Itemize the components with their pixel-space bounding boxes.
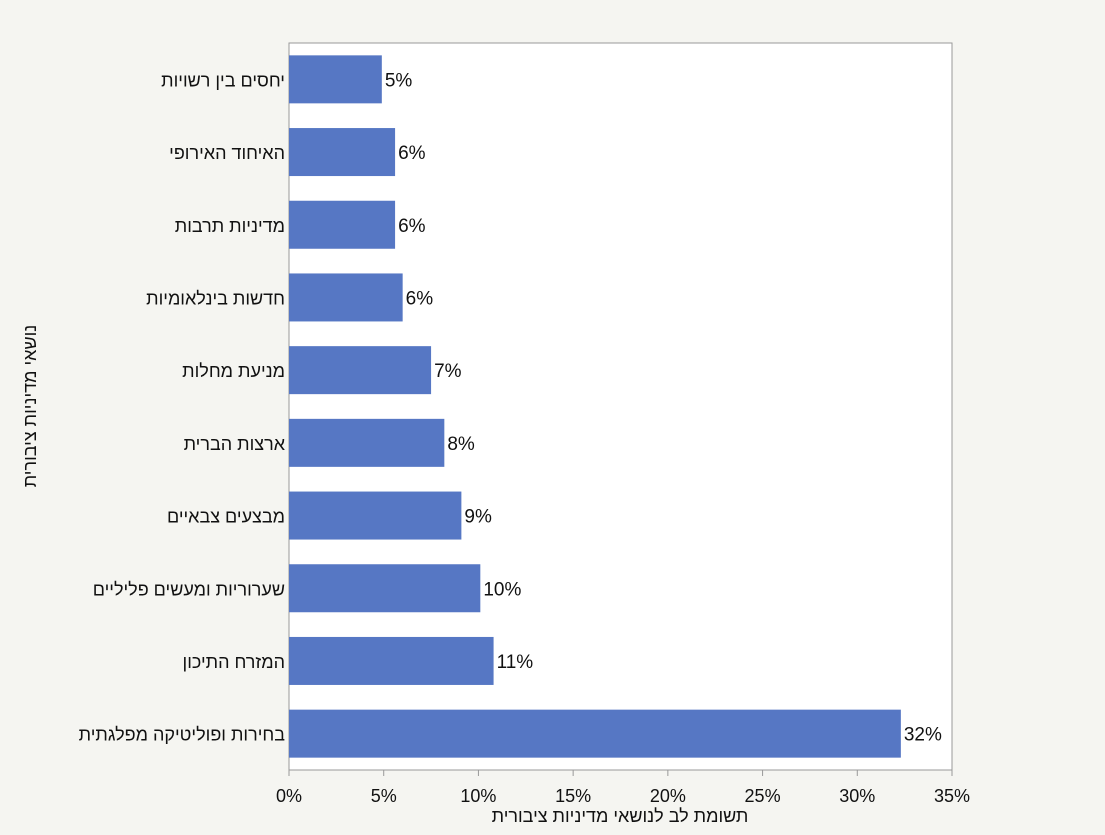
x-tick-label: 0% xyxy=(276,786,302,806)
x-tick-label: 35% xyxy=(934,786,970,806)
category-label: האיחוד האירופי xyxy=(169,143,285,163)
category-label: מבצעים צבאיים xyxy=(167,507,285,527)
data-label: 6% xyxy=(398,143,426,164)
data-label: 8% xyxy=(447,434,475,455)
category-label: שערוריות ומעשים פליליים xyxy=(93,579,285,599)
category-label: חדשות בינלאומיות xyxy=(146,288,285,308)
bar xyxy=(289,418,445,467)
bars-layer: 5% 6% 6% 6% 7% 8% 9% 10% 11% 32% xyxy=(289,55,942,758)
data-label: 32% xyxy=(904,725,942,746)
category-label: מדיניות תרבות xyxy=(175,216,285,236)
bar xyxy=(289,128,396,177)
data-label: 5% xyxy=(385,70,413,91)
data-label: 6% xyxy=(406,288,434,309)
x-tick-label: 10% xyxy=(460,786,496,806)
bar xyxy=(289,491,462,540)
category-label: בחירות ופוליטיקה מפלגתית xyxy=(79,725,286,745)
x-axis: 0% 5% 10% 15% 20% 25% 30% 35% xyxy=(276,770,970,806)
category-label: מניעת מחלות xyxy=(182,361,285,381)
data-label: 9% xyxy=(464,507,492,528)
data-label: 6% xyxy=(398,216,426,237)
category-labels: יחסים בין רשויות האיחוד האירופי מדיניות תר… xyxy=(79,70,286,744)
bar xyxy=(289,709,901,758)
bar xyxy=(289,564,481,613)
bar xyxy=(289,55,382,104)
x-tick-label: 20% xyxy=(650,786,686,806)
category-label: ארצות הברית xyxy=(184,434,286,454)
y-axis-title: נושאי מדיניות ציבורית xyxy=(20,325,40,488)
data-label: 10% xyxy=(483,579,521,600)
x-tick-label: 5% xyxy=(371,786,397,806)
data-label: 11% xyxy=(497,652,534,673)
category-label: המזרח התיכון xyxy=(183,652,285,672)
x-tick-label: 25% xyxy=(745,786,781,806)
bar xyxy=(289,273,403,322)
category-label: יחסים בין רשויות xyxy=(161,70,285,90)
x-tick-label: 15% xyxy=(555,786,591,806)
bar xyxy=(289,346,432,395)
bar xyxy=(289,200,396,249)
x-axis-title: תשומת לב לנושאי מדיניות ציבורית xyxy=(492,806,749,826)
bar xyxy=(289,636,494,685)
x-tick-label: 30% xyxy=(839,786,875,806)
data-label: 7% xyxy=(434,361,462,382)
